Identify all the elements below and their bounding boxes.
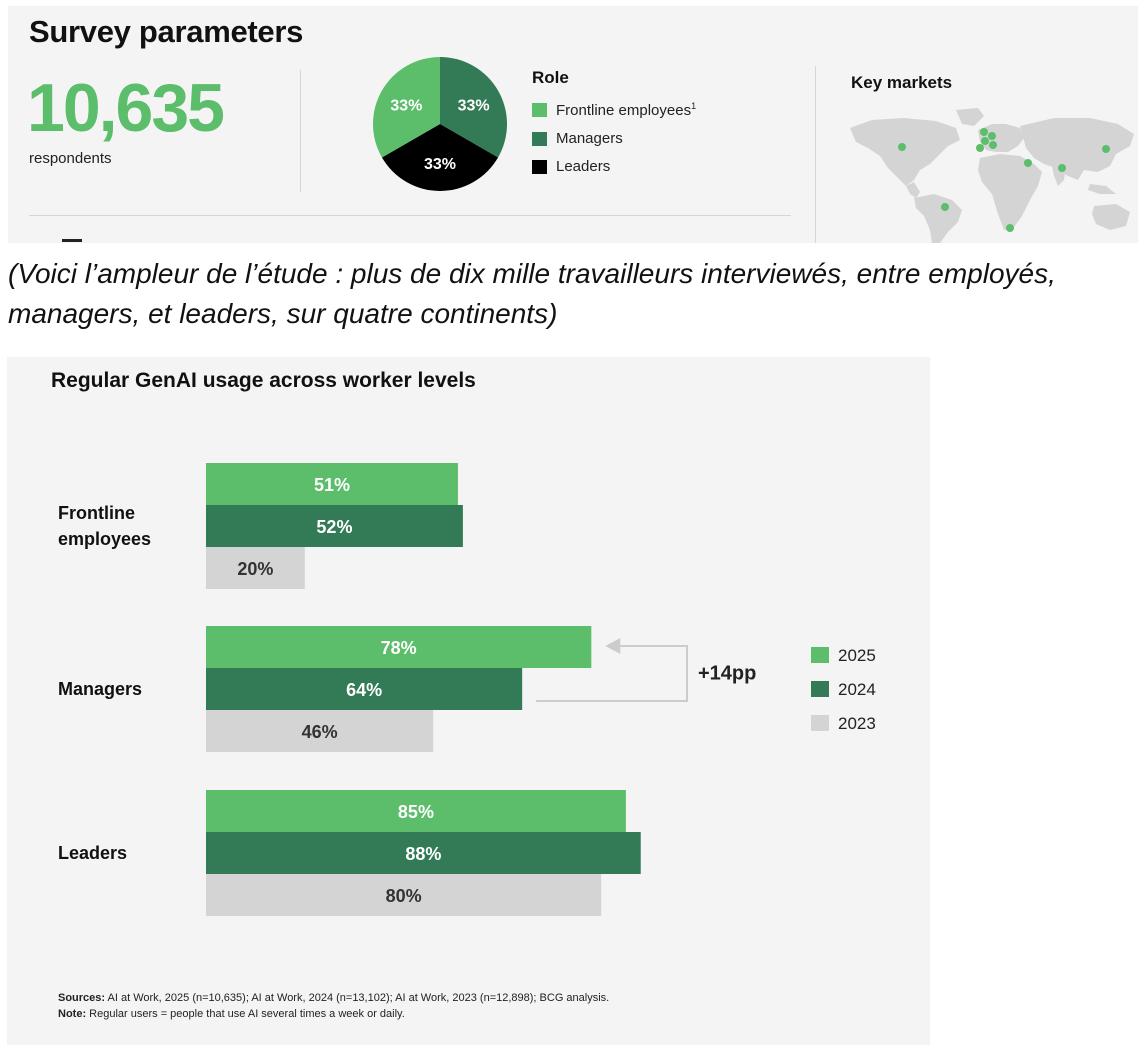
category-label-managers: Managers — [58, 679, 142, 699]
bar-label-leaders-2025: 85% — [398, 802, 434, 822]
bar-label-frontline-2025: 51% — [314, 475, 350, 495]
divider-left — [300, 70, 301, 192]
bar-managers-2024 — [206, 668, 523, 710]
footnote-marker: 1 — [691, 101, 697, 111]
market-dot — [941, 203, 949, 211]
market-dots — [898, 128, 1110, 232]
market-dot — [1006, 224, 1014, 232]
legend-label-frontline: Frontline employees — [556, 102, 692, 119]
divider-horizontal — [29, 215, 791, 216]
chart-title: Regular GenAI usage across worker levels — [51, 369, 476, 392]
category-label-frontline: Frontline — [58, 503, 135, 523]
note-label: Note: — [58, 1008, 87, 1020]
market-dot — [988, 132, 996, 140]
role-legend-item-leaders: Leaders — [532, 158, 610, 175]
role-legend-item-managers: Managers — [532, 130, 623, 147]
sources-line: Sources: AI at Work, 2025 (n=10,635); AI… — [58, 990, 609, 1006]
respondents-label: respondents — [29, 150, 112, 167]
pie-slice-leaders — [381, 124, 499, 191]
divider-right — [815, 66, 816, 243]
bar-leaders-2025 — [206, 790, 626, 832]
market-dot — [1024, 159, 1032, 167]
genai-usage-bar-chart: Frontline employees 51% 52% 20% Managers 78% 64… — [58, 463, 876, 916]
annotation-arrowhead — [605, 638, 621, 654]
bar-frontline-2023 — [206, 547, 305, 589]
bar-label-frontline-2024: 52% — [316, 517, 352, 537]
legend-swatch-2023 — [811, 715, 829, 731]
bar-label-managers-2024: 64% — [346, 680, 382, 700]
market-dot — [981, 137, 989, 145]
role-legend-item-frontline: Frontline employees1 — [532, 101, 696, 119]
bar-frontline-2025 — [206, 463, 458, 505]
bar-leaders-2023 — [206, 874, 602, 916]
note-text: Regular users = people that use AI sever… — [89, 1008, 405, 1020]
annotation-bracket — [536, 645, 688, 702]
map-land — [850, 108, 1134, 243]
role-legend-title: Role — [532, 68, 569, 87]
key-markets-title: Key markets — [851, 73, 953, 92]
market-dot — [989, 141, 997, 149]
legend-label-2025: 2025 — [838, 646, 876, 665]
pie-label-managers: 33% — [458, 98, 490, 115]
category-label-leaders: Leaders — [58, 843, 127, 863]
world-map — [850, 108, 1134, 243]
bar-managers-2023 — [206, 710, 434, 752]
legend-swatch-2025 — [811, 647, 829, 663]
note-line: Note: Regular users = people that use AI… — [58, 1006, 609, 1022]
respondents-count: 10,635 — [27, 70, 225, 146]
category-label-frontline: employees — [58, 529, 151, 549]
sources-note: Sources: AI at Work, 2025 (n=10,635); AI… — [58, 990, 609, 1022]
legend-label-2023: 2023 — [838, 714, 876, 733]
legend-swatch-managers — [532, 131, 547, 146]
bar-label-managers-2023: 46% — [302, 722, 338, 742]
legend-swatch-frontline — [532, 103, 547, 117]
bar-managers-2025 — [206, 626, 592, 668]
market-dot — [1058, 164, 1066, 172]
legend-label-leaders: Leaders — [556, 158, 611, 175]
market-dot — [898, 143, 906, 151]
annotation-label: +14pp — [698, 663, 756, 685]
bar-frontline-2024 — [206, 505, 463, 547]
bar-leaders-2024 — [206, 832, 641, 874]
genai-usage-chart-panel: Regular GenAI usage across worker levels… — [7, 357, 930, 1045]
legend-label-managers: Managers — [556, 130, 623, 147]
bar-label-leaders-2024: 88% — [405, 844, 441, 864]
sources-text: AI at Work, 2025 (n=10,635); AI at Work,… — [107, 992, 610, 1004]
bar-label-managers-2025: 78% — [381, 638, 417, 658]
survey-title: Survey parameters — [29, 14, 304, 49]
sources-label: Sources: — [58, 992, 106, 1004]
market-dot — [976, 144, 984, 152]
legend-label-2024: 2024 — [838, 680, 876, 699]
pie-slice-managers — [440, 57, 507, 158]
role-pie-chart: 33% 33% 33% — [373, 57, 507, 191]
bar-label-frontline-2023: 20% — [237, 559, 273, 579]
survey-parameters-panel: Survey parameters 10,635 respondents 33%… — [8, 6, 1138, 243]
market-dot — [980, 128, 988, 136]
bar-label-leaders-2023: 80% — [386, 886, 422, 906]
pie-slice-frontline — [373, 57, 440, 158]
caption: (Voici l’ampleur de l’étude : plus de di… — [8, 258, 1056, 329]
pie-label-frontline: 33% — [390, 98, 422, 115]
dash-mark — [62, 239, 82, 242]
pie-label-leaders: 33% — [424, 156, 456, 173]
market-dot — [1102, 145, 1110, 153]
legend-swatch-leaders — [532, 159, 547, 174]
legend-swatch-2024 — [811, 681, 829, 697]
